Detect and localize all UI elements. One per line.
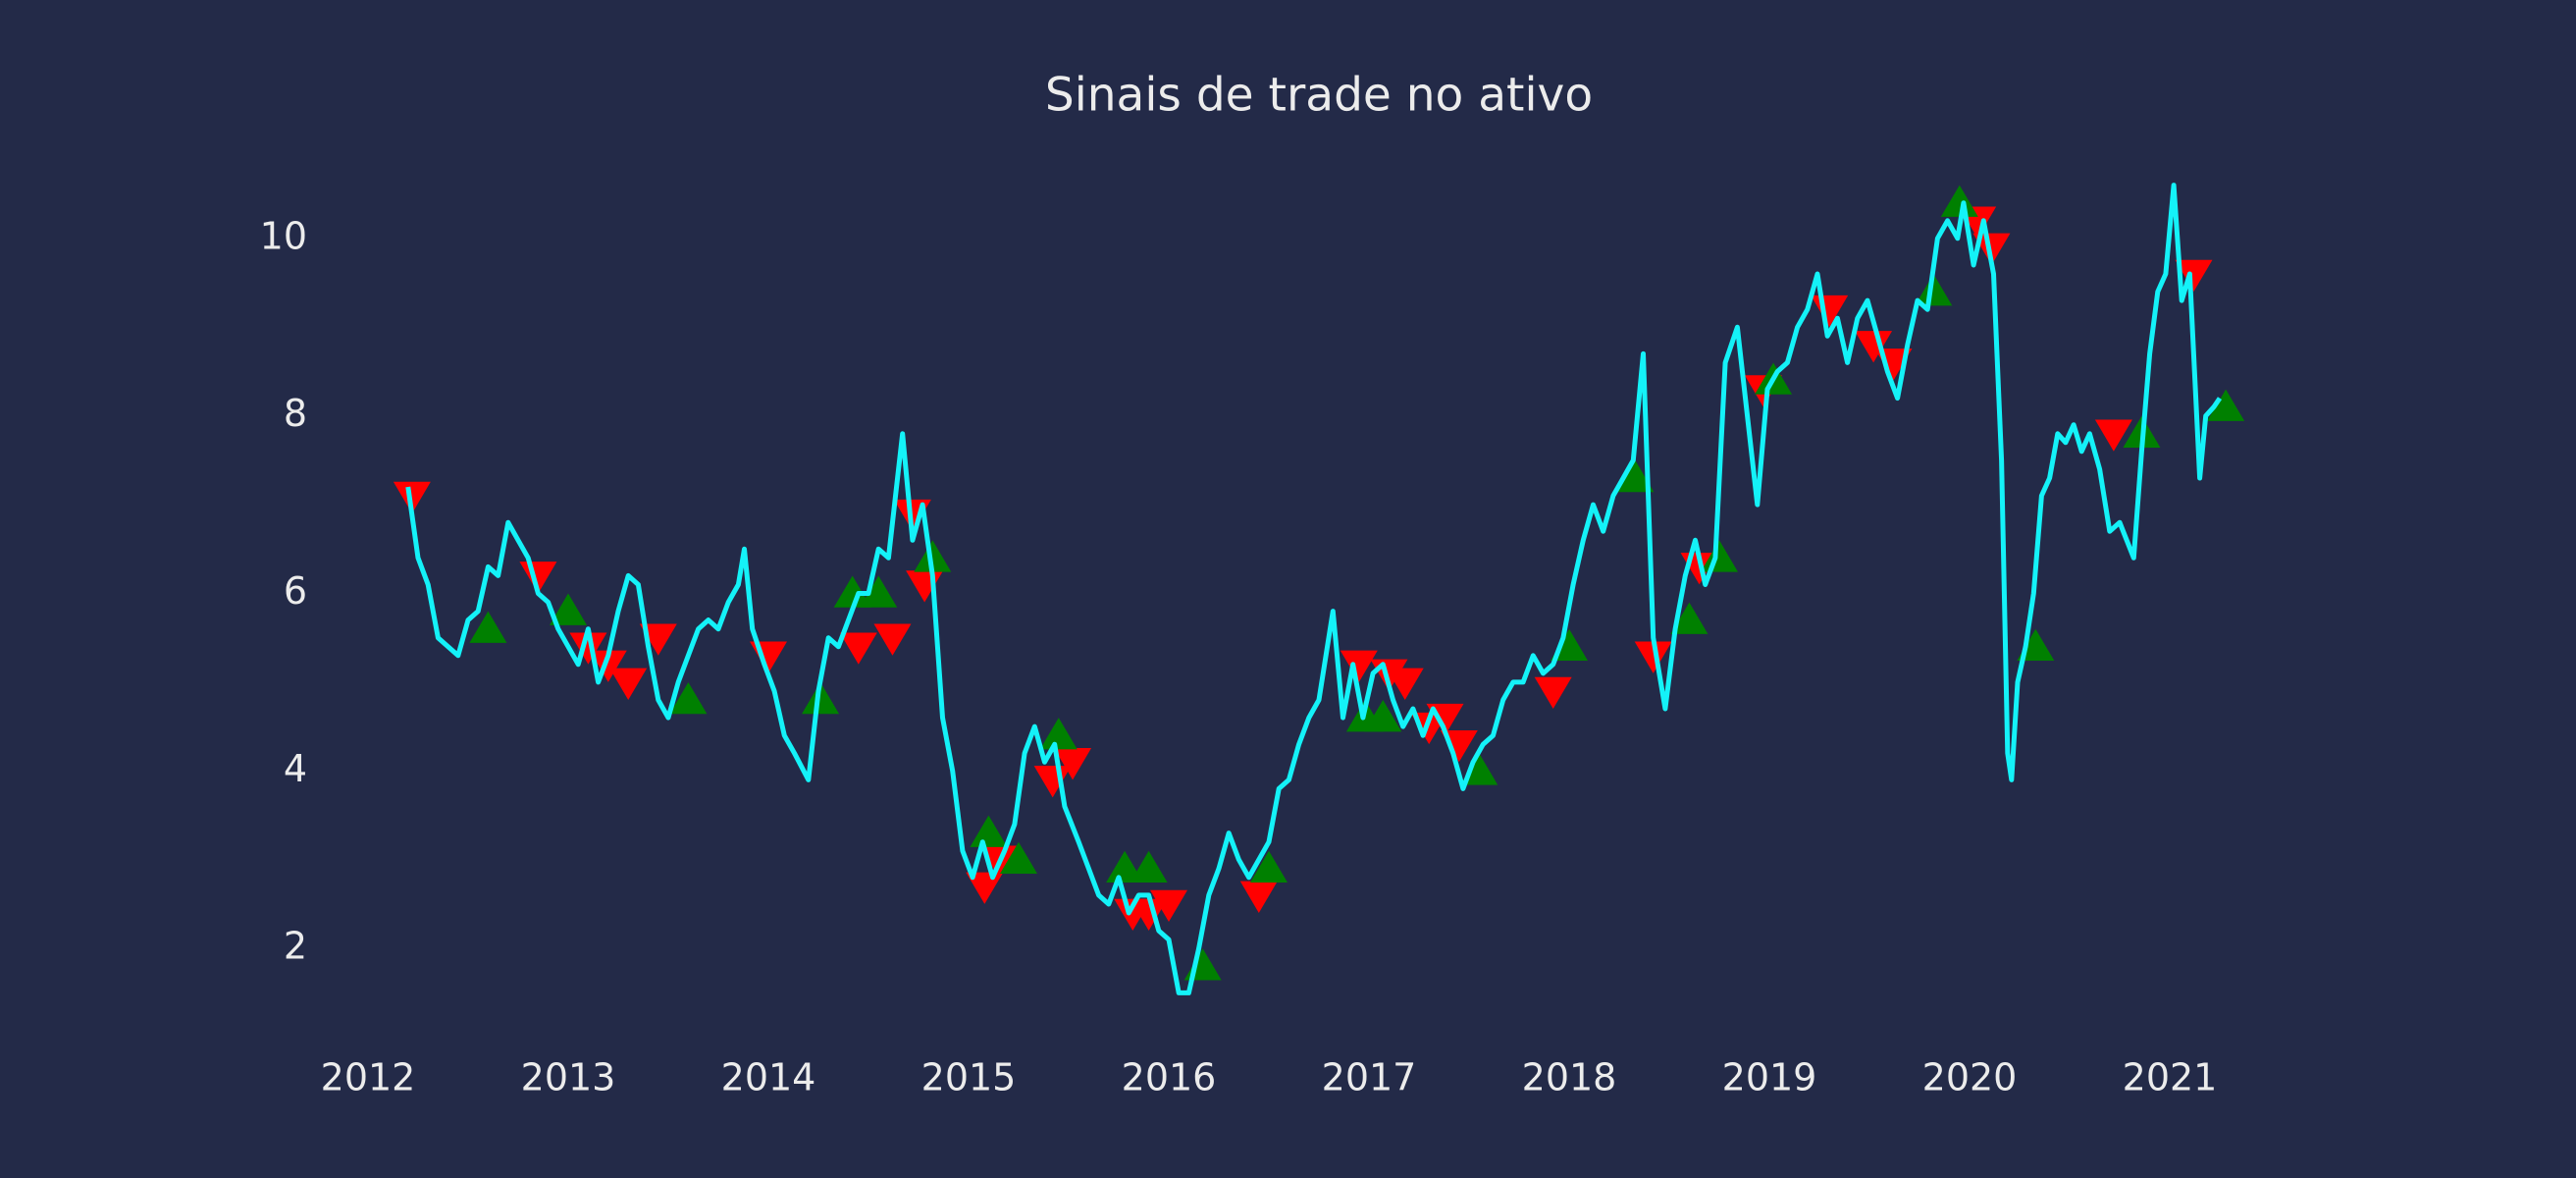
buy-signal (1915, 274, 1953, 306)
buy-signal (1039, 718, 1078, 750)
x-tick-label: 2013 (521, 1056, 616, 1099)
sell-signal (1634, 641, 1672, 673)
buy-signal (802, 681, 840, 715)
buy-signal (970, 815, 1008, 847)
sell-signal (1033, 766, 1072, 798)
y-tick-label: 10 (260, 214, 307, 257)
sell-signal (1054, 748, 1092, 780)
x-tick-label: 2018 (1522, 1056, 1617, 1099)
sell-signal (1386, 668, 1424, 700)
x-tick-label: 2016 (1122, 1056, 1217, 1099)
sell-signal (2094, 419, 2132, 452)
x-tick-label: 2021 (2123, 1056, 2218, 1099)
sell-signal (1239, 881, 1278, 913)
buy-signal (1616, 459, 1655, 493)
x-tick-label: 2015 (921, 1056, 1017, 1099)
x-tick-label: 2020 (1922, 1056, 2018, 1099)
sell-signal (2175, 259, 2213, 293)
buy-signal (1250, 850, 1288, 884)
sell-signal (393, 481, 431, 514)
sell-signal (569, 632, 607, 665)
buy-signal (469, 611, 507, 643)
y-tick-label: 6 (284, 569, 307, 613)
sell-signal (1130, 898, 1168, 932)
buy-signal (550, 593, 587, 625)
buy-signal (2207, 389, 2245, 421)
buy-signal (1940, 185, 1978, 217)
sell-signal (1150, 889, 1187, 923)
sell-signal (1855, 331, 1893, 363)
buy-signal (1106, 850, 1144, 884)
sell-signal (609, 668, 648, 700)
x-tick-label: 2019 (1722, 1056, 1817, 1099)
buy-signal (669, 681, 708, 715)
sell-signal (639, 623, 677, 656)
sell-signal (839, 632, 877, 665)
sell-signal (1340, 650, 1378, 682)
sell-signal (966, 872, 1004, 904)
y-tick-label: 8 (284, 392, 307, 435)
buy-signal (914, 540, 952, 572)
buy-signal (1000, 841, 1037, 874)
x-tick-label: 2014 (721, 1056, 816, 1099)
buy-signal (1670, 602, 1709, 634)
buy-signal (1130, 850, 1168, 884)
sell-signal (1972, 233, 2011, 265)
price-line (405, 183, 2223, 995)
buy-signal (1701, 540, 1738, 572)
sell-signal (519, 562, 557, 594)
x-tick-label: 2017 (1322, 1056, 1417, 1099)
y-tick-label: 4 (284, 747, 307, 790)
y-tick-label: 2 (284, 925, 307, 968)
sell-signal (589, 650, 627, 682)
x-tick-label: 2012 (321, 1056, 416, 1099)
sell-signal (873, 623, 912, 656)
sell-signal (1534, 676, 1572, 710)
buy-signal (1364, 700, 1402, 732)
chart-title: Sinais de trade no ativo (1045, 69, 1593, 123)
buy-signal (833, 575, 871, 608)
buy-signal (860, 575, 898, 608)
